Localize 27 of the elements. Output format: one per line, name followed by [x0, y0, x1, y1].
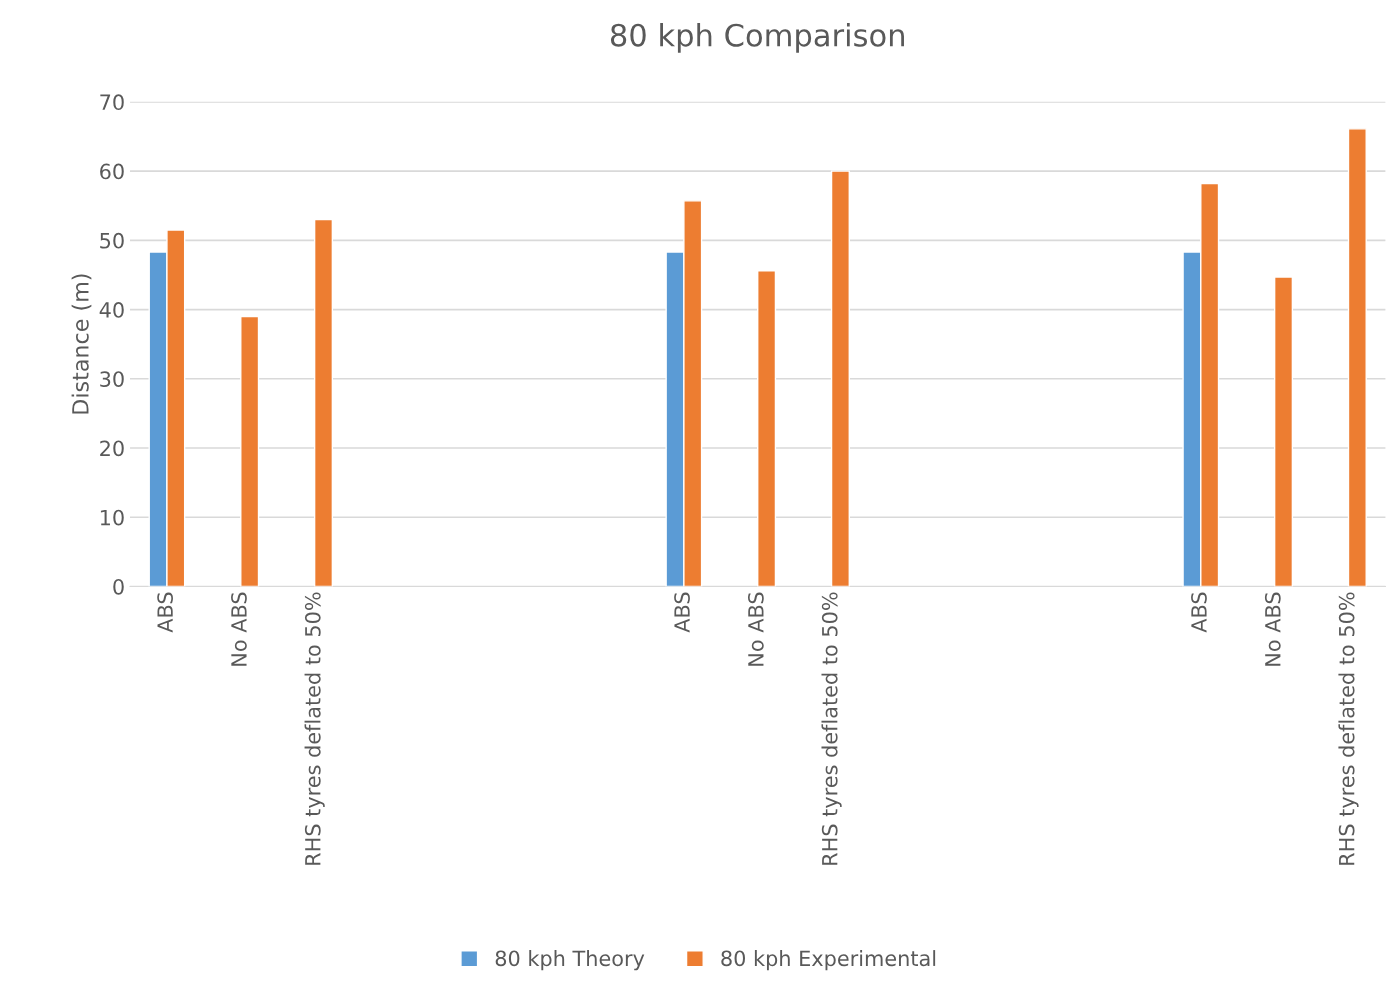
y-tick-label: 10: [100, 509, 124, 526]
bar: [240, 315, 260, 587]
y-tick-label: 30: [100, 371, 124, 387]
x-tick-label: No ABS: [231, 592, 247, 666]
y-tick-label: 0: [113, 578, 124, 595]
bar: [830, 170, 850, 587]
y-tick-label: 60: [100, 163, 124, 180]
y-axis-title: Distance (m): [71, 274, 92, 414]
legend-label: 80 kph Experimental: [721, 950, 936, 971]
x-tick-label: ABS: [157, 592, 173, 633]
x-tick-label: RHS tyres deflated to 50%: [304, 592, 325, 865]
legend-label: 80 kph Theory: [495, 950, 645, 971]
bar: [313, 218, 334, 587]
y-tick-label: 20: [100, 440, 124, 457]
x-tick-label: ABS: [674, 592, 690, 633]
x-tick-label: ABS: [1191, 592, 1207, 633]
chart-title: 80 kph Comparison: [610, 23, 904, 53]
y-tick-label: 50: [100, 232, 124, 249]
x-tick-label: RHS tyres deflated to 50%: [821, 592, 842, 865]
y-tick-label: 70: [100, 94, 124, 111]
x-tick-label: No ABS: [1264, 592, 1281, 666]
bar: [1273, 276, 1294, 587]
y-tick-label: 40: [99, 302, 124, 318]
x-tick-label: RHS tyres deflated to 50%: [1338, 592, 1359, 865]
x-tick-label: No ABS: [748, 592, 764, 666]
bar: [757, 270, 777, 587]
bar: [1347, 128, 1367, 587]
